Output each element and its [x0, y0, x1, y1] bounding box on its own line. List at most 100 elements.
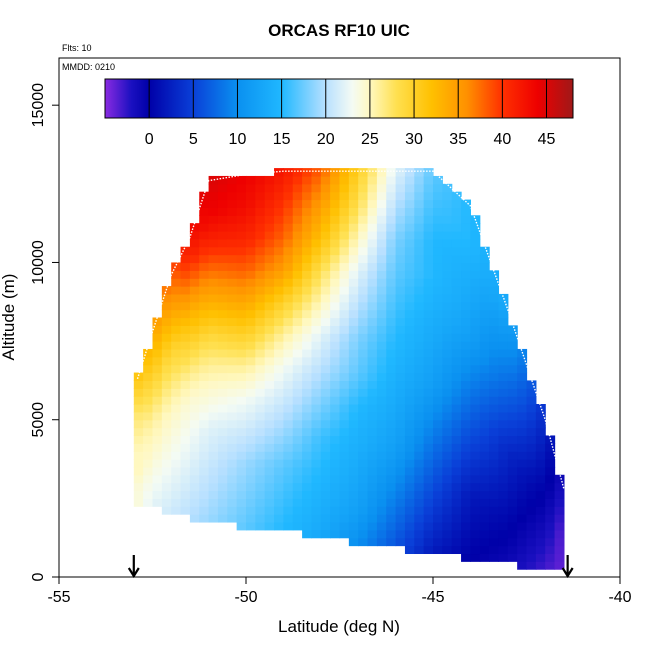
- heatmap-cell: [302, 278, 313, 287]
- heatmap-cell: [339, 183, 350, 193]
- heatmap-cell: [199, 254, 210, 264]
- heatmap-cell: [451, 380, 462, 389]
- heatmap-cell: [367, 411, 378, 421]
- heatmap-cell: [152, 474, 163, 484]
- heatmap-cell: [386, 278, 397, 287]
- heatmap-cell: [442, 325, 453, 334]
- heatmap-cell: [348, 270, 359, 279]
- heatmap-cell: [451, 223, 462, 232]
- heatmap-cell: [339, 348, 350, 358]
- heatmap-cell: [180, 286, 191, 295]
- heatmap-cell: [255, 254, 266, 264]
- heatmap-cell: [461, 545, 471, 555]
- heatmap-cell: [339, 278, 350, 287]
- heatmap-cell: [404, 521, 415, 531]
- heatmap-cell: [264, 238, 275, 248]
- heatmap-cell: [367, 474, 378, 484]
- heatmap-cell: [246, 270, 256, 279]
- heatmap-cell: [246, 207, 256, 216]
- heatmap-cell: [274, 270, 284, 279]
- heatmap-cell: [283, 278, 294, 287]
- heatmap-cell: [376, 356, 387, 366]
- heatmap-cell: [143, 490, 154, 499]
- heatmap-cell: [264, 411, 275, 421]
- heatmap-cell: [404, 490, 415, 499]
- heatmap-cell: [292, 175, 303, 185]
- heatmap-cell: [208, 238, 219, 248]
- heatmap-cell: [414, 529, 425, 539]
- heatmap-cell: [330, 183, 341, 193]
- heatmap-cell: [423, 529, 434, 539]
- heatmap-cell: [395, 459, 406, 468]
- heatmap-cell: [442, 309, 453, 319]
- heatmap-cell: [517, 545, 528, 555]
- heatmap-cell: [217, 490, 228, 499]
- heatmap-cell: [236, 459, 247, 468]
- heatmap-cell: [376, 301, 387, 311]
- heatmap-cell: [414, 254, 425, 264]
- heatmap-cell: [330, 286, 341, 295]
- heatmap-cell: [171, 364, 182, 374]
- heatmap-cell: [451, 490, 462, 499]
- heatmap-cell: [302, 223, 313, 232]
- heatmap-cell: [189, 262, 200, 271]
- heatmap-cell: [302, 529, 313, 539]
- heatmap-cell: [217, 459, 228, 468]
- heatmap-cell: [236, 262, 247, 271]
- heatmap-cell: [143, 443, 154, 452]
- heatmap-cell: [236, 175, 247, 185]
- heatmap-cell: [311, 411, 322, 421]
- heatmap-cell: [171, 506, 182, 515]
- heatmap-cell: [348, 427, 359, 437]
- heatmap-cell: [264, 191, 275, 201]
- heatmap-cell: [330, 168, 341, 177]
- heatmap-cell: [246, 183, 256, 193]
- heatmap-cell: [292, 466, 303, 476]
- heatmap-cell: [227, 388, 238, 397]
- heatmap-cell: [236, 521, 247, 531]
- heatmap-cell: [414, 270, 425, 279]
- heatmap-cell: [461, 482, 471, 492]
- heatmap-cell: [227, 459, 238, 468]
- heatmap-cell: [302, 199, 313, 209]
- heatmap-cell: [470, 435, 481, 444]
- heatmap-cell: [470, 514, 481, 523]
- heatmap-cell: [236, 348, 247, 358]
- heatmap-cell: [217, 419, 228, 429]
- heatmap-cell: [292, 223, 303, 232]
- heatmap-cell: [246, 254, 256, 264]
- heatmap-cell: [283, 443, 294, 452]
- heatmap-cell: [339, 333, 350, 342]
- heatmap-cell: [246, 404, 256, 413]
- heatmap-cell: [292, 270, 303, 279]
- heatmap-cell: [423, 498, 434, 507]
- heatmap-cell: [283, 404, 294, 413]
- heatmap-cell: [498, 341, 509, 350]
- heatmap-cell: [320, 521, 331, 531]
- heatmap-cell: [517, 443, 528, 452]
- heatmap-cell: [339, 529, 350, 539]
- heatmap-cell: [442, 301, 453, 311]
- heatmap-cell: [461, 293, 471, 303]
- heatmap-cell: [470, 341, 481, 350]
- heatmap-cell: [479, 506, 490, 515]
- heatmap-cell: [423, 325, 434, 334]
- heatmap-cell: [311, 278, 322, 287]
- heatmap-cell: [470, 474, 481, 484]
- heatmap-cell: [274, 341, 284, 350]
- heatmap-cell: [264, 419, 275, 429]
- heatmap-cell: [348, 443, 359, 452]
- heatmap-cell: [330, 356, 341, 366]
- heatmap-cell: [367, 490, 378, 499]
- heatmap-cell: [479, 262, 490, 271]
- heatmap-cell: [283, 231, 294, 240]
- heatmap-cell: [489, 498, 500, 507]
- colorbar-tick-label: 40: [493, 131, 511, 148]
- heatmap-cell: [246, 262, 256, 271]
- heatmap-cell: [133, 435, 144, 444]
- heatmap-cell: [498, 348, 509, 358]
- heatmap-cell: [404, 168, 415, 177]
- heatmap-cell: [283, 270, 294, 279]
- heatmap-cell: [470, 498, 481, 507]
- heatmap-cell: [330, 215, 341, 224]
